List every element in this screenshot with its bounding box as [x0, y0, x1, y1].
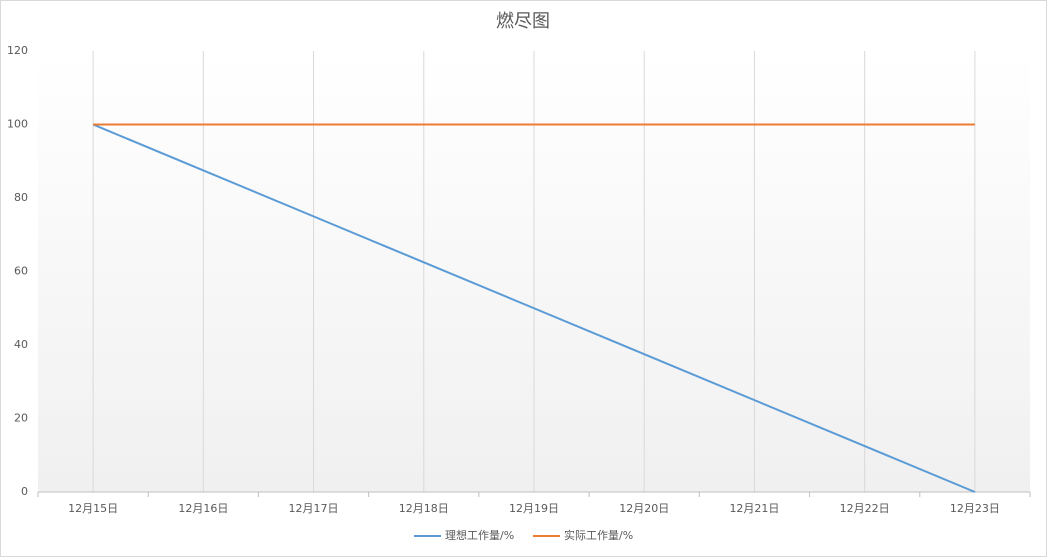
y-tick-label: 0 — [21, 485, 28, 498]
y-tick-label: 20 — [14, 412, 28, 425]
legend-label: 实际工作量/% — [564, 528, 633, 542]
x-tick-label: 12月19日 — [509, 502, 559, 515]
data-line — [92, 123, 976, 493]
y-tick-label: 40 — [14, 338, 28, 351]
y-tick-label: 80 — [14, 191, 28, 204]
x-tick-label: 12月23日 — [950, 502, 1000, 515]
y-tick-label: 120 — [7, 44, 28, 57]
x-tick-label: 12月22日 — [840, 502, 890, 515]
x-tick-label: 12月21日 — [729, 502, 779, 515]
x-tick-label: 12月16日 — [178, 502, 228, 515]
chart-title: 燃尽图 — [496, 11, 550, 32]
x-tick-label: 12月20日 — [619, 502, 669, 515]
x-tick-label: 12月17日 — [289, 502, 339, 515]
x-tick-label: 12月15日 — [68, 502, 118, 515]
legend-label: 理想工作量/% — [445, 528, 514, 542]
y-tick-label: 100 — [7, 118, 28, 131]
y-tick-label: 60 — [14, 265, 28, 278]
x-tick-label: 12月18日 — [399, 502, 449, 515]
